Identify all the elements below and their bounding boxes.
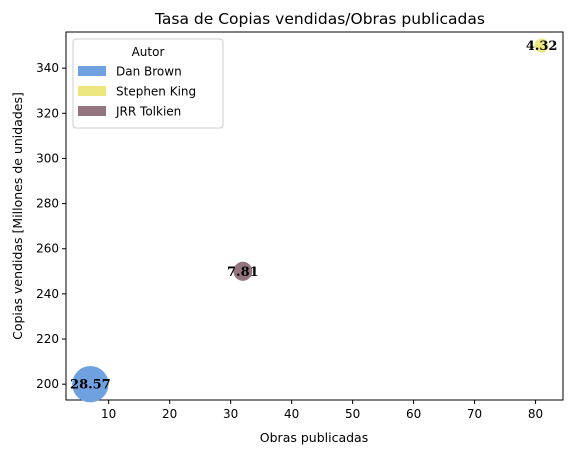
point-jrr-tolkien — [233, 261, 253, 281]
legend-label-jrr-tolkien: JRR Tolkien — [115, 105, 181, 119]
point-stephen-king — [534, 38, 549, 53]
y-tick-label: 260 — [36, 242, 59, 256]
data-label-dan-brown: 28.57 — [70, 378, 111, 393]
data-labels: 28.57 4.32 7.81 — [70, 39, 557, 393]
point-dan-brown — [72, 366, 109, 403]
y-tick-label: 240 — [36, 287, 59, 301]
x-tick-label: 70 — [467, 407, 482, 421]
data-label-stephen-king: 4.32 — [526, 39, 558, 54]
y-tick-label: 300 — [36, 151, 59, 165]
x-tick-label: 80 — [528, 407, 543, 421]
legend-items: Dan Brown Stephen King JRR Tolkien — [78, 65, 196, 119]
plot-area — [65, 31, 564, 401]
legend: Autor Dan Brown Stephen King JRR Tolkien — [72, 38, 224, 129]
legend-label-dan-brown: Dan Brown — [116, 65, 182, 79]
y-axis: 200 220 240 260 280 300 320 340 — [36, 61, 66, 391]
x-tick-label: 50 — [345, 407, 360, 421]
legend-box — [72, 38, 224, 129]
legend-swatch-dan-brown — [78, 66, 106, 76]
legend-swatch-jrr-tolkien — [78, 106, 106, 116]
x-tick-label: 10 — [101, 407, 116, 421]
y-tick-label: 340 — [36, 61, 59, 75]
x-tick-label: 20 — [162, 407, 177, 421]
x-axis: 10 20 30 40 50 60 70 80 — [101, 400, 543, 421]
x-tick-label: 30 — [223, 407, 238, 421]
legend-swatch-stephen-king — [78, 86, 106, 96]
y-tick-label: 320 — [36, 106, 59, 120]
x-tick-label: 60 — [406, 407, 421, 421]
chart-title: Tasa de Copias vendidas/Obras publicadas — [154, 10, 485, 28]
y-tick-label: 220 — [36, 332, 59, 346]
y-axis-label: Copias vendidas [Millones de unidades] — [10, 92, 25, 340]
legend-title: Autor — [132, 45, 165, 59]
x-tick-label: 40 — [284, 407, 299, 421]
x-axis-label: Obras publicadas — [260, 430, 368, 445]
legend-label-stephen-king: Stephen King — [116, 85, 196, 99]
y-tick-label: 200 — [36, 377, 59, 391]
data-points — [72, 38, 549, 403]
data-label-jrr-tolkien: 7.81 — [227, 265, 259, 280]
y-tick-label: 280 — [36, 197, 59, 211]
